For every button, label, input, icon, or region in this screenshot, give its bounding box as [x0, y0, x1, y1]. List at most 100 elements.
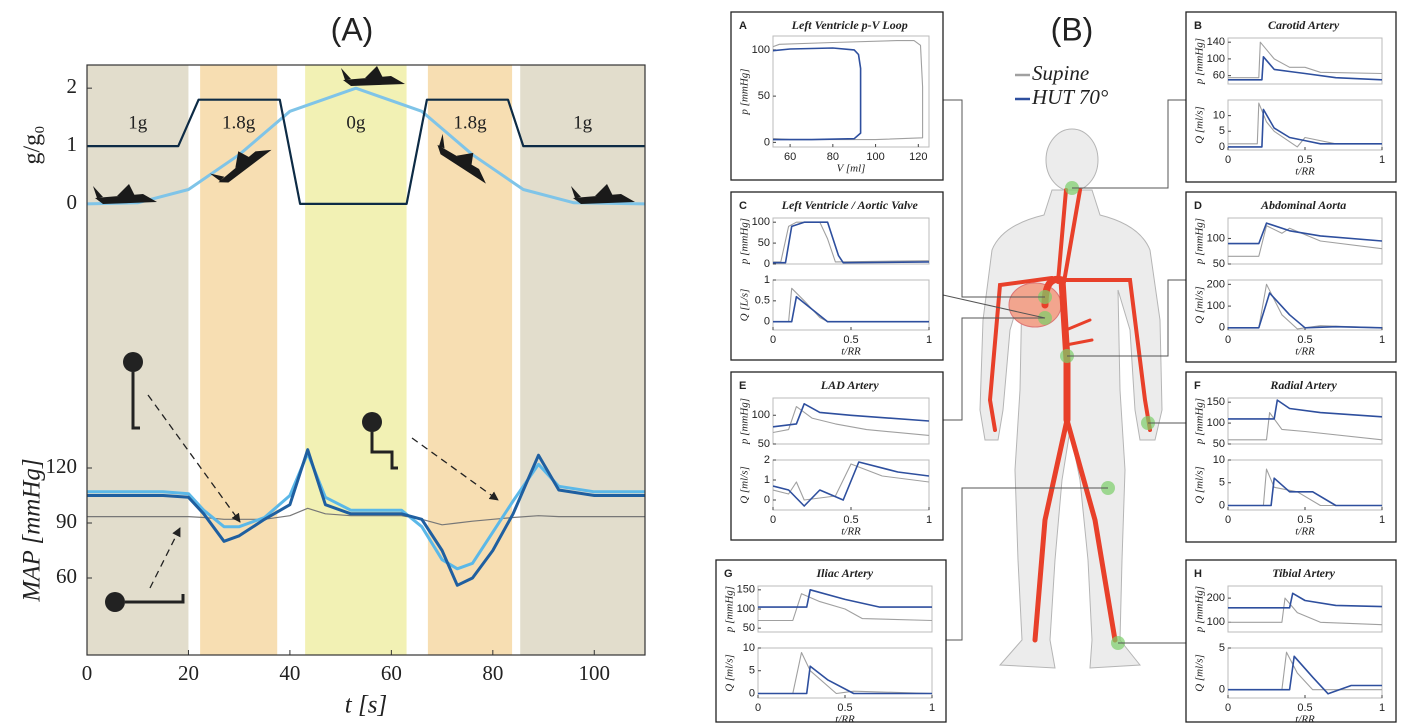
subplot-lines: [1228, 468, 1382, 507]
x-tick-label: 0.5: [1297, 702, 1312, 714]
panel-title: Abdominal Aorta: [1260, 198, 1346, 212]
panel-letter: E: [739, 380, 746, 392]
series-line: [1228, 292, 1382, 329]
posture-head: [123, 352, 143, 372]
series-line: [1228, 225, 1382, 257]
x-tick-label: 80: [482, 661, 503, 685]
x-tick-label: 0: [770, 514, 776, 526]
panel-title: Left Ventricle p-V Loop: [791, 18, 908, 32]
y-axis-label: p [mmHg]: [1194, 398, 1206, 445]
y-tick-label: 100: [1207, 300, 1225, 312]
panel-box: [715, 559, 947, 723]
y-tick-label: 100: [1207, 417, 1225, 429]
y-tick-label: 0: [1219, 684, 1225, 696]
subplot-frame: [772, 217, 930, 265]
y-tick-label: 140: [1207, 36, 1225, 48]
x-tick-label: 60: [381, 661, 402, 685]
x-tick-label: 0: [1225, 334, 1231, 346]
x-tick-label: 0.5: [1297, 514, 1312, 526]
series-line: [1228, 592, 1382, 609]
y-tick-label: 50: [1213, 258, 1225, 270]
phase-band: [520, 65, 645, 655]
x-axis-label: t/RR: [1295, 714, 1315, 724]
panel-box: [1185, 11, 1397, 183]
subplot-lines: [773, 287, 929, 323]
posture-body: [131, 372, 140, 430]
y-tick-label: 0: [749, 687, 755, 699]
y-tick-label: 0: [764, 494, 770, 506]
y-tick-label: 0.5: [755, 295, 770, 307]
x-tick-label: 20: [178, 661, 199, 685]
y-tick-label: 60: [56, 564, 77, 588]
series-line: [758, 593, 932, 622]
x-axis-label: t/RR: [1295, 526, 1315, 538]
plane-icon: [437, 133, 486, 184]
map-line: [87, 448, 645, 587]
x-tick-label: 0.5: [1297, 334, 1312, 346]
arrow: [147, 394, 241, 523]
series-line: [1228, 41, 1382, 79]
panel-letter: H: [1194, 568, 1202, 580]
y-tick-label: 0: [1219, 141, 1225, 153]
panel-title: (B): [1051, 11, 1094, 47]
y-axis-label: Q [ml/s]: [724, 654, 736, 692]
subplot-lines: [1228, 592, 1382, 626]
y-tick-label: 5: [1219, 642, 1225, 654]
y-tick-label: 100: [752, 44, 770, 56]
series-line: [773, 403, 929, 428]
y-axis-label: p [mmHg]: [1194, 586, 1206, 633]
series-line: [1228, 56, 1382, 81]
y-tick-label: 5: [1219, 477, 1225, 489]
subplot-lines: [773, 461, 929, 507]
series-line: [1228, 108, 1382, 148]
subplot-lines: [1228, 102, 1382, 148]
series-line: [1228, 412, 1382, 441]
panel-box: [730, 371, 944, 541]
y-axis-label: Q [ml/s]: [1194, 654, 1206, 692]
panel-letter: D: [1194, 200, 1202, 212]
x-tick-label: 1: [1379, 514, 1385, 526]
y-tick-label: 200: [1207, 592, 1225, 604]
panel-title: (A): [331, 11, 374, 47]
y-tick-label: 50: [743, 622, 755, 634]
phase-label: 1.8g: [453, 112, 487, 133]
y-tick-label: 100: [752, 216, 770, 228]
y-axis-label: MAP [mmHg]: [19, 458, 46, 602]
x-axis-label: t/RR: [835, 714, 855, 724]
y-tick-label: 10: [1213, 110, 1225, 122]
series-line: [1228, 597, 1382, 626]
y-tick-label: 50: [758, 90, 770, 102]
x-tick-label: 0: [1225, 154, 1231, 166]
series-line: [773, 406, 929, 436]
x-tick-label: 0: [82, 661, 93, 685]
series-line: [773, 40, 924, 141]
y-tick-label: 100: [1207, 232, 1225, 244]
panel-letter: A: [739, 20, 747, 32]
y-tick-label: 10: [1213, 454, 1225, 466]
body-diagram: [942, 99, 1186, 669]
subplot-lines: [758, 589, 932, 622]
subplot-frame: [772, 35, 930, 148]
g-line: [87, 98, 645, 205]
posture-body: [125, 594, 185, 604]
panel-title: Iliac Artery: [816, 566, 874, 580]
x-tick-label: 0.5: [837, 702, 852, 714]
y-axis-label: p [mmHg]: [739, 218, 751, 265]
x-axis-label: t/RR: [841, 346, 861, 358]
posture-body: [370, 432, 398, 470]
y-tick-label: 100: [1207, 616, 1225, 628]
phase-label: 1g: [128, 112, 148, 133]
x-tick-label: 100: [579, 661, 611, 685]
y-tick-label: 200: [1207, 278, 1225, 290]
x-tick-label: 0: [770, 334, 776, 346]
panel-title: Left Ventricle / Aortic Valve: [781, 198, 919, 212]
y-axis-label: p [mmHg]: [739, 68, 751, 115]
series-line: [1228, 655, 1382, 695]
y-tick-label: 2: [67, 74, 78, 98]
g-line: [86, 86, 646, 206]
subplot-lines: [773, 40, 924, 141]
phase-band: [305, 65, 407, 655]
y-axis-label: Q [ml/s]: [1194, 106, 1206, 144]
